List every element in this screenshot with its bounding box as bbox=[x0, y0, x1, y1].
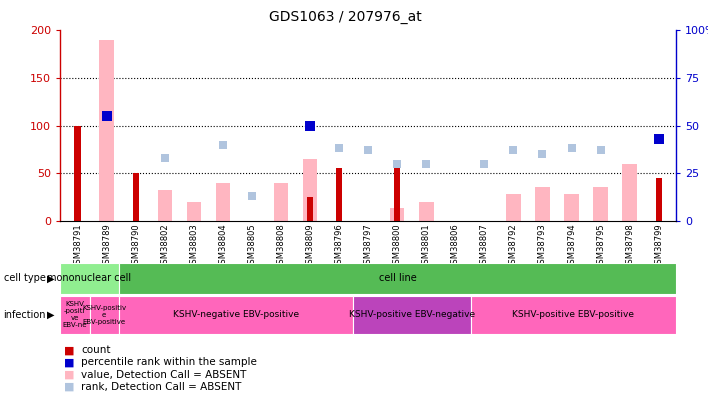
Bar bbox=[74, 126, 81, 221]
Text: GDS1063 / 207976_at: GDS1063 / 207976_at bbox=[269, 10, 422, 24]
Text: KSHV-positive EBV-negative: KSHV-positive EBV-negative bbox=[349, 310, 475, 320]
Bar bbox=[99, 40, 114, 221]
Bar bbox=[622, 164, 637, 221]
Bar bbox=[390, 208, 404, 221]
Bar bbox=[535, 188, 549, 221]
Bar bbox=[119, 296, 353, 334]
Bar bbox=[419, 202, 433, 221]
Bar bbox=[656, 178, 662, 221]
Text: KSHV-negative EBV-positive: KSHV-negative EBV-positive bbox=[173, 310, 299, 320]
Bar bbox=[336, 168, 342, 221]
Bar bbox=[60, 296, 89, 334]
Bar bbox=[132, 173, 139, 221]
Bar bbox=[60, 263, 119, 294]
Text: value, Detection Call = ABSENT: value, Detection Call = ABSENT bbox=[81, 370, 247, 379]
Bar bbox=[274, 183, 288, 221]
Bar bbox=[303, 159, 317, 221]
Bar bbox=[216, 183, 230, 221]
Bar bbox=[307, 197, 313, 221]
Bar bbox=[471, 296, 676, 334]
Bar bbox=[353, 296, 471, 334]
Text: rank, Detection Call = ABSENT: rank, Detection Call = ABSENT bbox=[81, 382, 242, 392]
Text: ■: ■ bbox=[64, 370, 74, 379]
Text: cell type: cell type bbox=[4, 273, 45, 283]
Bar bbox=[506, 194, 520, 221]
Text: cell line: cell line bbox=[379, 273, 416, 283]
Text: KSHV-positiv
e
EBV-positive: KSHV-positiv e EBV-positive bbox=[82, 305, 126, 325]
Text: mononuclear cell: mononuclear cell bbox=[47, 273, 132, 283]
Bar bbox=[157, 190, 172, 221]
Bar bbox=[564, 194, 579, 221]
Text: infection: infection bbox=[4, 310, 46, 320]
Text: count: count bbox=[81, 345, 111, 355]
Text: ▶: ▶ bbox=[47, 273, 55, 283]
Text: KSHV
-positi
ve
EBV-ne: KSHV -positi ve EBV-ne bbox=[62, 301, 87, 328]
Text: percentile rank within the sample: percentile rank within the sample bbox=[81, 358, 257, 367]
Bar bbox=[187, 202, 201, 221]
Text: KSHV-positive EBV-positive: KSHV-positive EBV-positive bbox=[513, 310, 634, 320]
Text: ■: ■ bbox=[64, 382, 74, 392]
Text: ■: ■ bbox=[64, 345, 74, 355]
Text: ■: ■ bbox=[64, 358, 74, 367]
Bar bbox=[89, 296, 119, 334]
Bar bbox=[593, 188, 608, 221]
Bar bbox=[394, 168, 401, 221]
Text: ▶: ▶ bbox=[47, 310, 55, 320]
